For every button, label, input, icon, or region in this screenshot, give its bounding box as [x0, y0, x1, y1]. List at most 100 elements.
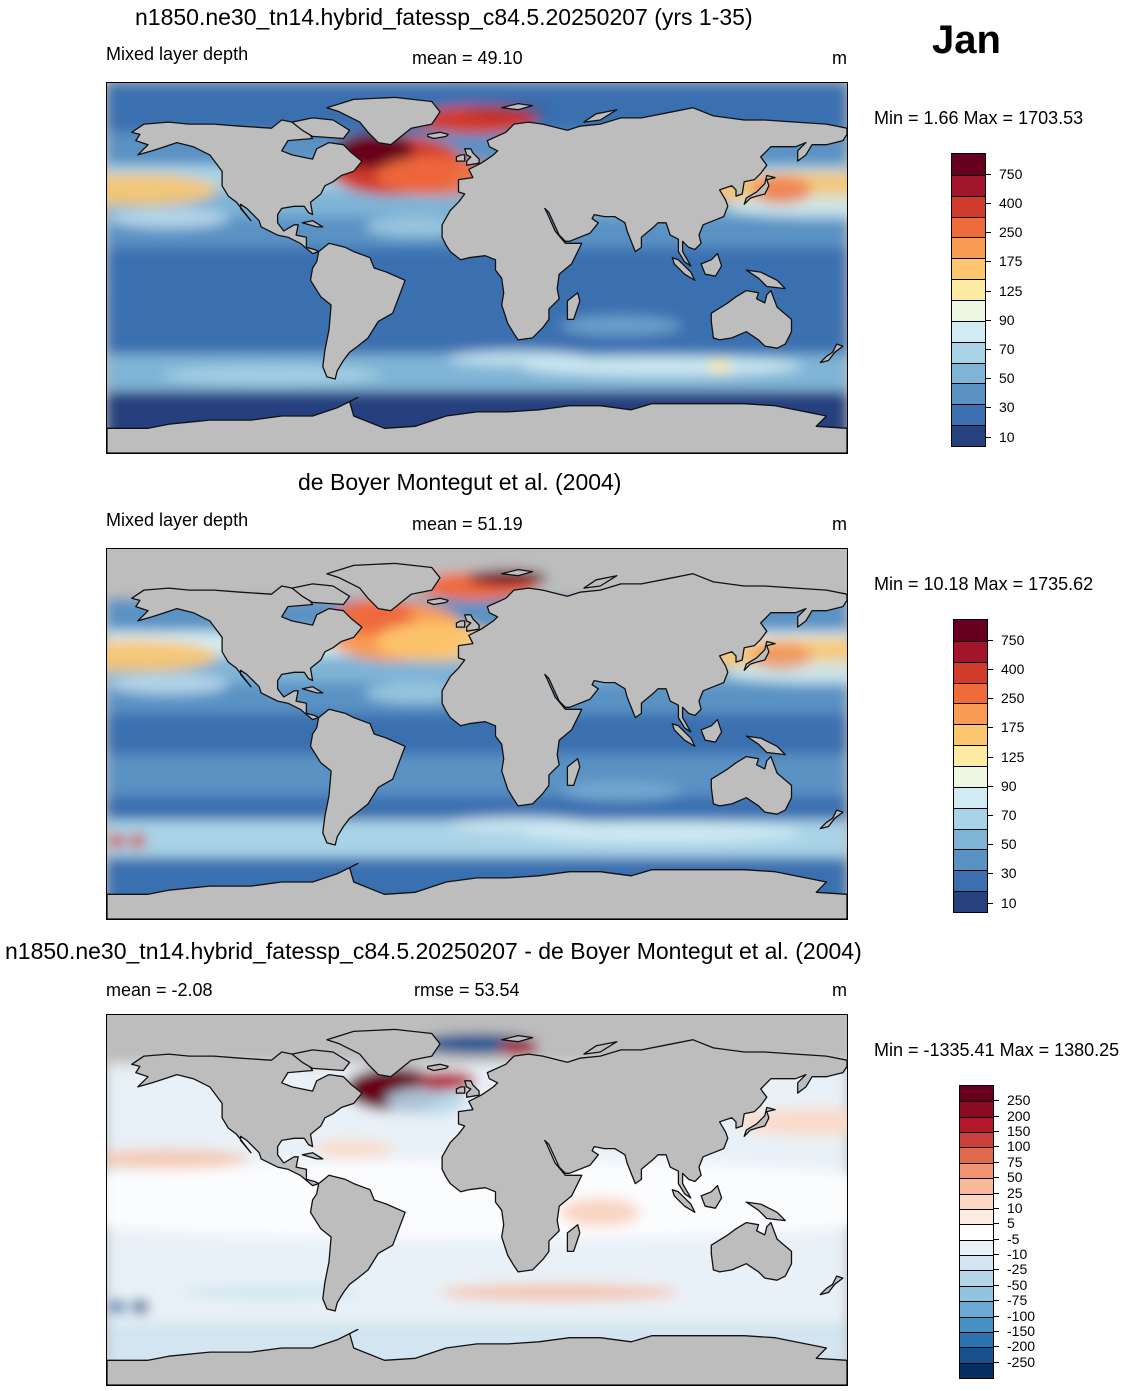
colorbar-separator — [954, 640, 987, 642]
colorbar-tick — [987, 639, 993, 641]
landmass-afreur — [441, 107, 847, 341]
depth-anomaly-patch — [181, 1284, 362, 1301]
landmass-cuba — [301, 686, 324, 694]
colorbar-label: -150 — [1007, 1322, 1036, 1339]
colorbar-tick — [993, 1300, 999, 1302]
colorbar-separator — [954, 766, 987, 767]
panel1-mean-label: mean = 49.10 — [412, 48, 523, 68]
colorbar-tick — [987, 698, 993, 700]
colorbar-separator — [952, 195, 985, 197]
colorbar-label: 90 — [999, 311, 1015, 328]
colorbar-separator — [952, 404, 985, 406]
colorbar-tick — [985, 319, 991, 321]
colorbar-swatch — [960, 1162, 993, 1179]
landmass-ireland — [455, 154, 466, 162]
colorbar-swatch — [960, 1178, 993, 1195]
colorbar-separator — [954, 661, 987, 663]
colorbar-label: 50 — [1007, 1169, 1023, 1186]
colorbar-tick — [987, 844, 993, 846]
depth-anomaly-patch — [448, 350, 589, 367]
colorbar-label: 400 — [1001, 661, 1025, 678]
colorbar-separator — [952, 320, 985, 322]
panel2-colorbar — [953, 619, 988, 913]
colorbar-separator — [960, 1285, 993, 1287]
colorbar-swatch — [954, 786, 987, 809]
colorbar-tick — [985, 203, 991, 205]
colorbar-separator — [960, 1162, 993, 1164]
landmass-cuba — [301, 220, 324, 228]
colorbar-separator — [960, 1255, 993, 1257]
panel3-map — [106, 1014, 848, 1386]
colorbar-separator — [952, 425, 985, 427]
landmass-nz — [819, 343, 844, 364]
panel3-mean-label: mean = -2.08 — [106, 980, 213, 1000]
colorbar-tick — [993, 1100, 999, 1102]
landmass-svalbard — [501, 1034, 534, 1043]
landmass-borneo — [700, 252, 723, 277]
colorbar-swatch — [960, 1285, 993, 1302]
colorbar-label: 100 — [1007, 1138, 1031, 1155]
colorbar-separator — [954, 891, 987, 893]
depth-anomaly-patch — [416, 1070, 477, 1091]
map-canvas — [107, 83, 847, 453]
colorbar-separator — [952, 383, 985, 385]
colorbar-label: 250 — [1001, 690, 1025, 707]
south-pacific-hotspot — [129, 833, 146, 848]
colorbar-swatch — [960, 1255, 993, 1271]
colorbar-label: 25 — [1007, 1184, 1023, 1201]
landmass-australia — [710, 1221, 793, 1281]
landmass-sumatra — [671, 723, 696, 747]
landmass-antarctica — [107, 396, 847, 453]
colorbar-tick — [987, 902, 993, 904]
landmass-namerica — [131, 585, 363, 721]
landmass-nz — [819, 1275, 844, 1296]
colorbar-swatch — [960, 1224, 993, 1241]
landmass-uk — [464, 148, 480, 166]
colorbar-tick — [987, 669, 993, 671]
panel3-rmse-label: rmse = 53.54 — [414, 980, 520, 1000]
colorbar-swatch — [960, 1086, 993, 1102]
colorbar-label: 50 — [1001, 836, 1017, 853]
colorbar-separator — [954, 828, 987, 830]
colorbar-label: 50 — [999, 370, 1015, 387]
colorbar-separator — [960, 1116, 993, 1118]
landmass-novaya — [583, 1041, 618, 1055]
near-zero-region — [107, 1160, 847, 1240]
landmass-newguinea — [745, 269, 786, 290]
depth-anomaly-patch — [448, 816, 589, 833]
colorbar-swatch — [954, 682, 987, 704]
colorbar-swatch — [954, 766, 987, 788]
landmass-samerica — [309, 1174, 406, 1312]
panel1-minmax: Min = 1.66 Max = 1703.53 — [874, 108, 1084, 128]
colorbar-swatch — [960, 1239, 993, 1256]
colorbar-separator — [960, 1101, 993, 1103]
colorbar-tick — [993, 1330, 999, 1332]
colorbar-swatch — [960, 1270, 993, 1287]
colorbar-swatch — [954, 703, 987, 725]
panel1-colorbar — [951, 153, 986, 447]
panel1-map — [106, 82, 848, 454]
colorbar-separator — [960, 1347, 993, 1349]
colorbar-tick — [993, 1131, 999, 1133]
colorbar-swatch — [960, 1316, 993, 1333]
south-pacific-diff — [130, 1299, 149, 1314]
colorbar-label: -25 — [1007, 1261, 1028, 1278]
landmass-australia — [710, 755, 793, 815]
colorbar-label: -50 — [1007, 1276, 1028, 1293]
colorbar-swatch — [952, 195, 985, 218]
panel1-title: n1850.ne30_tn14.hybrid_fatessp_c84.5.202… — [135, 4, 753, 30]
depth-anomaly-patch — [365, 682, 466, 703]
landmass-iceland — [427, 131, 449, 140]
colorbar-separator — [954, 703, 987, 705]
colorbar-swatch — [952, 154, 985, 176]
depth-anomaly-patch — [439, 1284, 680, 1301]
colorbar-tick — [985, 378, 991, 380]
landmass-namerica — [131, 1051, 363, 1187]
colorbar-label: 150 — [1007, 1123, 1031, 1140]
north-pacific-patch — [107, 639, 218, 672]
colorbar-swatch — [954, 891, 987, 913]
colorbar-swatch — [954, 724, 987, 746]
panel1-units: m — [832, 48, 847, 68]
panel2-mean-label: mean = 51.19 — [412, 514, 523, 534]
depth-anomaly-patch — [498, 1039, 539, 1056]
